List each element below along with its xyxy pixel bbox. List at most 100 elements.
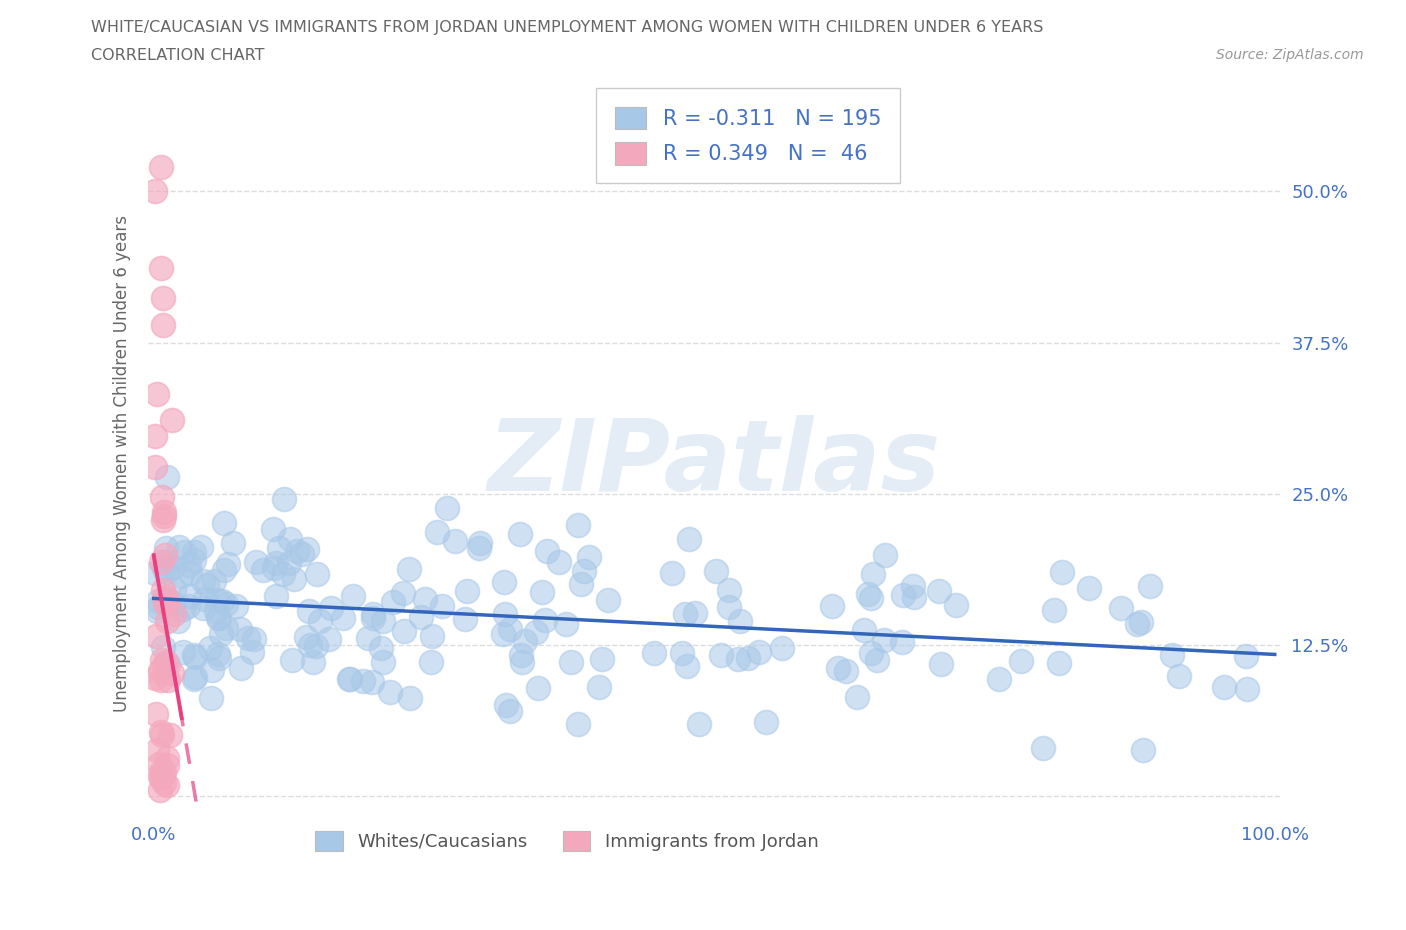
Point (456, 584, 478, 599)
Point (145, 707, 167, 722)
Point (371, 613, 394, 628)
Point (156, 758, 179, 773)
Text: ZIPatlas: ZIPatlas (488, 415, 941, 512)
Point (492, 626, 515, 641)
Point (567, 517, 589, 532)
Point (856, 586, 879, 601)
Point (145, 743, 167, 758)
Point (160, 412, 183, 427)
Point (1052, 565, 1074, 579)
Point (231, 661, 253, 676)
Point (156, 751, 179, 765)
Point (499, 703, 522, 718)
Point (278, 555, 301, 570)
Point (215, 620, 238, 635)
Point (1126, 617, 1149, 631)
Point (643, 645, 665, 660)
Point (207, 646, 229, 661)
Point (718, 582, 741, 597)
Point (202, 574, 225, 589)
Point (150, 490, 173, 505)
Point (225, 599, 247, 614)
Point (302, 655, 325, 670)
Point (162, 560, 184, 575)
Point (928, 584, 950, 599)
Point (183, 650, 205, 665)
Point (845, 690, 868, 705)
Point (143, 459, 166, 474)
Point (215, 596, 238, 611)
Point (572, 564, 595, 578)
Point (149, 724, 172, 739)
Point (179, 565, 201, 580)
Point (152, 583, 174, 598)
Point (149, 664, 172, 679)
Point (153, 561, 176, 576)
Point (827, 660, 849, 675)
Point (468, 536, 491, 551)
Point (339, 671, 361, 686)
Point (309, 614, 332, 629)
Point (170, 568, 193, 583)
Point (163, 606, 186, 621)
Point (262, 521, 284, 536)
Point (499, 622, 522, 637)
Point (152, 513, 174, 528)
Point (688, 717, 710, 732)
Point (285, 543, 308, 558)
Point (318, 631, 340, 646)
Point (153, 554, 176, 569)
Point (534, 612, 557, 627)
Point (929, 657, 952, 671)
Point (146, 604, 169, 618)
Point (245, 554, 267, 569)
Point (987, 671, 1010, 686)
Point (150, 764, 173, 779)
Point (266, 589, 288, 604)
Point (217, 557, 239, 572)
Point (283, 572, 305, 587)
Legend: Whites/Caucasians, Immigrants from Jordan: Whites/Caucasians, Immigrants from Jorda… (308, 824, 825, 858)
Point (509, 526, 531, 541)
Point (167, 539, 190, 554)
Point (866, 652, 889, 667)
Text: WHITE/CAUCASIAN VS IMMIGRANTS FROM JORDAN UNEMPLOYMENT AMONG WOMEN WITH CHILDREN: WHITE/CAUCASIAN VS IMMIGRANTS FROM JORDA… (91, 20, 1043, 35)
Point (152, 766, 174, 781)
Point (945, 597, 967, 612)
Point (1234, 649, 1257, 664)
Point (145, 184, 167, 199)
Point (873, 547, 896, 562)
Point (149, 783, 172, 798)
Point (183, 544, 205, 559)
Point (155, 655, 177, 670)
Point (243, 631, 266, 646)
Point (208, 650, 231, 665)
Point (859, 591, 882, 605)
Text: CORRELATION CHART: CORRELATION CHART (91, 48, 264, 63)
Point (295, 630, 318, 644)
Point (392, 624, 415, 639)
Point (295, 541, 318, 556)
Point (1043, 603, 1066, 618)
Point (153, 509, 176, 524)
Point (152, 290, 174, 305)
Point (156, 657, 179, 671)
Point (360, 675, 382, 690)
Point (299, 637, 322, 652)
Point (821, 598, 844, 613)
Point (200, 690, 222, 705)
Point (205, 592, 228, 607)
Point (280, 653, 302, 668)
Point (155, 565, 177, 579)
Point (191, 574, 214, 589)
Point (1047, 656, 1070, 671)
Point (853, 622, 876, 637)
Point (903, 589, 925, 604)
Point (201, 663, 224, 678)
Point (510, 655, 533, 670)
Point (195, 578, 218, 592)
Point (191, 601, 214, 616)
Point (307, 566, 329, 581)
Point (212, 515, 235, 530)
Point (748, 644, 770, 659)
